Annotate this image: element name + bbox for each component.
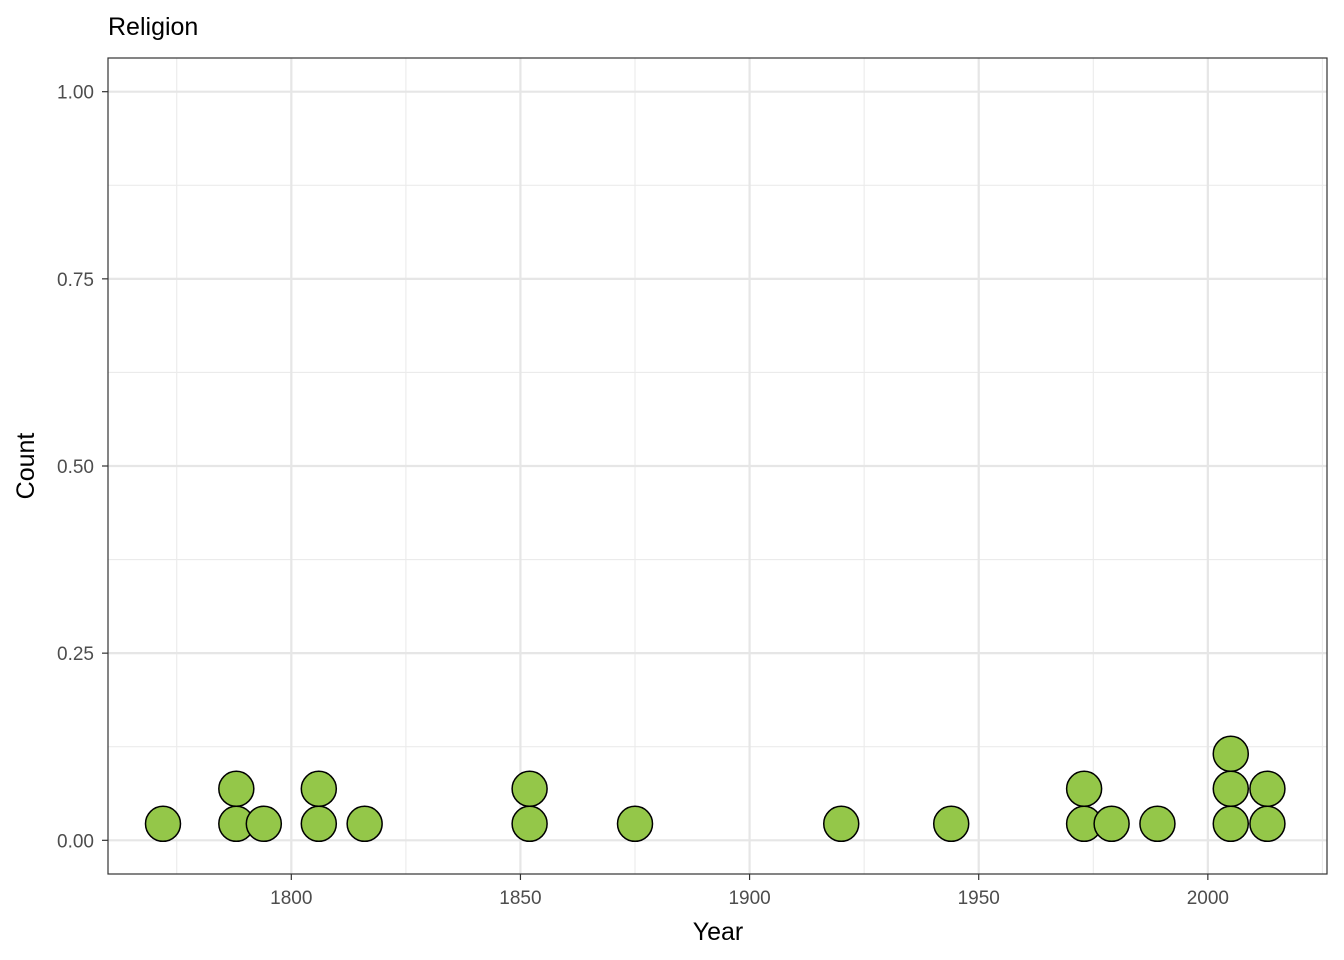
- data-point: [300, 805, 338, 843]
- y-tick-label: 0.50: [57, 457, 94, 478]
- x-tick-label: 1800: [270, 888, 312, 909]
- data-point: [1065, 770, 1103, 808]
- x-axis-title: Year: [693, 918, 744, 946]
- data-point: [511, 805, 548, 843]
- y-axis: 0.00 0.25 0.50 0.75 1.00: [57, 83, 108, 852]
- data-point: [616, 805, 654, 843]
- data-point: [1212, 735, 1250, 773]
- data-point: [932, 805, 970, 843]
- data-point: [245, 805, 283, 843]
- y-tick-label: 0.00: [57, 831, 94, 852]
- x-tick-label: 1950: [958, 888, 1000, 909]
- chart-title: Religion: [108, 13, 198, 41]
- x-axis: 1800 1850 1900 1950 2000: [270, 874, 1229, 909]
- data-point: [346, 805, 383, 843]
- data-point: [1093, 805, 1130, 843]
- data-point: [1139, 805, 1176, 843]
- data-point: [300, 770, 338, 808]
- data-point: [1212, 770, 1250, 808]
- x-tick-label: 1900: [728, 888, 770, 909]
- x-tick-label: 1850: [499, 888, 541, 909]
- data-points: [144, 735, 1286, 843]
- y-axis-title: Count: [12, 433, 40, 500]
- data-point: [1249, 805, 1286, 843]
- plot-panel: [107, 57, 1328, 875]
- data-point: [144, 805, 182, 843]
- data-point: [511, 770, 548, 808]
- x-tick-label: 2000: [1187, 888, 1229, 909]
- data-point: [822, 805, 860, 843]
- y-tick-label: 0.75: [57, 270, 94, 291]
- data-point: [1249, 770, 1286, 808]
- data-point: [1212, 805, 1250, 843]
- data-point: [218, 770, 255, 808]
- y-tick-label: 0.25: [57, 644, 94, 665]
- y-tick-label: 1.00: [57, 83, 94, 104]
